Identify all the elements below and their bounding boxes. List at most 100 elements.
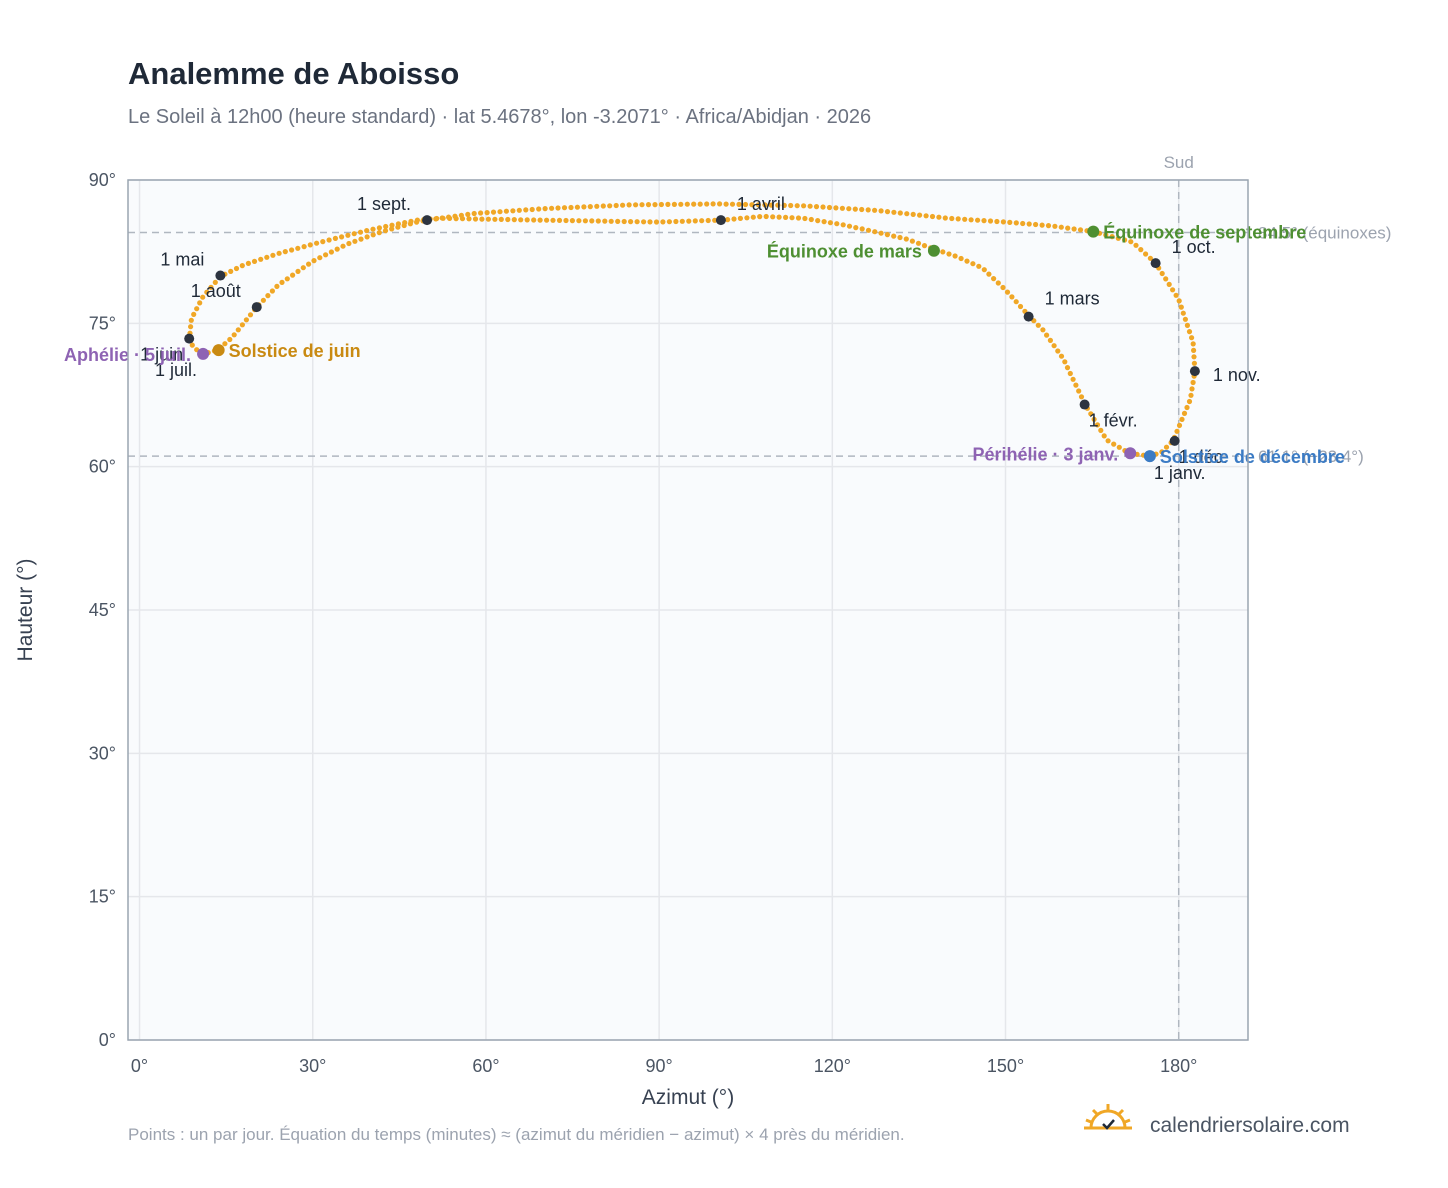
daily-sun-point (645, 202, 652, 208)
daily-sun-point (878, 208, 884, 214)
daily-sun-point (964, 258, 970, 264)
daily-sun-point (813, 204, 820, 210)
daily-sun-point (466, 216, 472, 222)
daily-sun-point (497, 209, 503, 215)
daily-sun-point (1143, 251, 1149, 257)
daily-sun-point (446, 214, 452, 220)
daily-sun-point (717, 201, 723, 207)
daily-sun-point (910, 211, 916, 217)
daily-sun-point (1191, 354, 1197, 360)
daily-sun-point (762, 202, 768, 208)
daily-sun-point (884, 232, 891, 238)
daily-sun-point (1067, 370, 1073, 377)
daily-sun-point (582, 218, 589, 224)
daily-sun-point (300, 265, 306, 271)
daily-sun-point (524, 217, 530, 223)
daily-sun-point (1040, 327, 1046, 333)
daily-sun-point (332, 235, 338, 241)
daily-sun-point (1105, 438, 1111, 444)
daily-sun-point (222, 341, 228, 347)
daily-sun-point (492, 216, 498, 222)
y-tick-label: 75° (89, 313, 116, 333)
month-marker-label: 1 janv. (1154, 463, 1206, 483)
daily-sun-point (859, 226, 865, 232)
daily-sun-point (233, 265, 240, 272)
daily-sun-point (1000, 219, 1007, 225)
daily-sun-point (949, 215, 955, 222)
daily-sun-point (684, 201, 690, 207)
axis-ticks: 0° 30° 60° 90° 120° 150° 180° 0° 15° 30° 45° 60° 75°… (89, 170, 1198, 1076)
daily-sun-point (274, 283, 280, 289)
daily-sun-point (770, 214, 776, 220)
daily-sun-point (665, 201, 671, 207)
daily-sun-point (531, 217, 537, 223)
daily-sun-point (194, 306, 200, 312)
daily-sun-point (628, 219, 634, 225)
x-tick-label: 120° (814, 1056, 851, 1076)
daily-sun-point (516, 207, 522, 213)
daily-sun-point (1045, 223, 1052, 229)
daily-sun-point (529, 206, 535, 213)
daily-sun-point (1111, 441, 1117, 447)
daily-sun-point (859, 206, 865, 213)
daily-sun-point (1170, 287, 1176, 293)
daily-sun-point (485, 216, 491, 222)
daily-sun-point (834, 221, 840, 227)
daily-sun-point (279, 279, 285, 285)
daily-sun-point (472, 216, 479, 222)
daily-sun-point (1062, 359, 1068, 365)
daily-sun-point (1033, 221, 1039, 228)
daily-sun-point (936, 214, 942, 220)
reference-label: 61.1° (−23.4°) (1258, 447, 1364, 466)
month-marker-label: 1 mars (1045, 289, 1100, 309)
month-marker-label: 1 juin (140, 345, 183, 365)
daily-sun-point (544, 217, 550, 223)
daily-sun-point (704, 201, 710, 207)
daily-sun-point (414, 219, 420, 225)
month-marker-label: 1 mai (160, 250, 204, 270)
x-tick-label: 180° (1160, 1056, 1197, 1076)
daily-sun-point (660, 219, 666, 225)
x-tick-label: 90° (646, 1056, 673, 1076)
daily-sun-point (231, 332, 237, 338)
daily-sun-point (555, 205, 561, 211)
daily-sun-point (204, 289, 210, 295)
daily-sun-point (452, 213, 458, 219)
daily-sun-point (328, 249, 334, 255)
daily-sun-point (1073, 382, 1079, 388)
daily-sun-point (995, 280, 1001, 286)
daily-sun-point (802, 215, 808, 222)
daily-sun-point (1128, 239, 1134, 245)
daily-sun-point (317, 255, 323, 261)
daily-sun-point (345, 232, 351, 238)
daily-sun-point (276, 250, 282, 256)
daily-sun-point (781, 202, 787, 208)
daily-sun-point (1189, 386, 1195, 392)
daily-sun-point (891, 233, 897, 239)
daily-sun-point (1116, 444, 1122, 450)
daily-sun-point (865, 207, 871, 213)
daily-sun-point (865, 227, 872, 233)
daily-sun-point (788, 202, 794, 209)
daily-sun-point (904, 211, 910, 217)
daily-sun-point (458, 212, 464, 218)
daily-sun-point (639, 202, 645, 208)
daily-sun-point (382, 228, 389, 234)
daily-sun-point (991, 276, 997, 282)
daily-sun-point (561, 205, 568, 211)
daily-sun-point (228, 268, 234, 274)
daily-sun-point (188, 324, 194, 330)
daily-sun-point (981, 267, 987, 273)
daily-sun-point (1176, 298, 1182, 304)
daily-sun-point (678, 201, 684, 207)
daily-sun-point (208, 284, 214, 290)
daily-sun-point (1179, 416, 1185, 422)
daily-sun-point (807, 203, 813, 209)
x-tick-label: 150° (987, 1056, 1024, 1076)
daily-sun-point (510, 208, 516, 214)
daily-sun-point (712, 217, 718, 223)
daily-sun-point (364, 234, 370, 240)
brand-name: calendriersolaire.com (1150, 1114, 1350, 1137)
month-marker-label: 1 déc. (1179, 447, 1228, 467)
daily-sun-point (1103, 232, 1109, 238)
